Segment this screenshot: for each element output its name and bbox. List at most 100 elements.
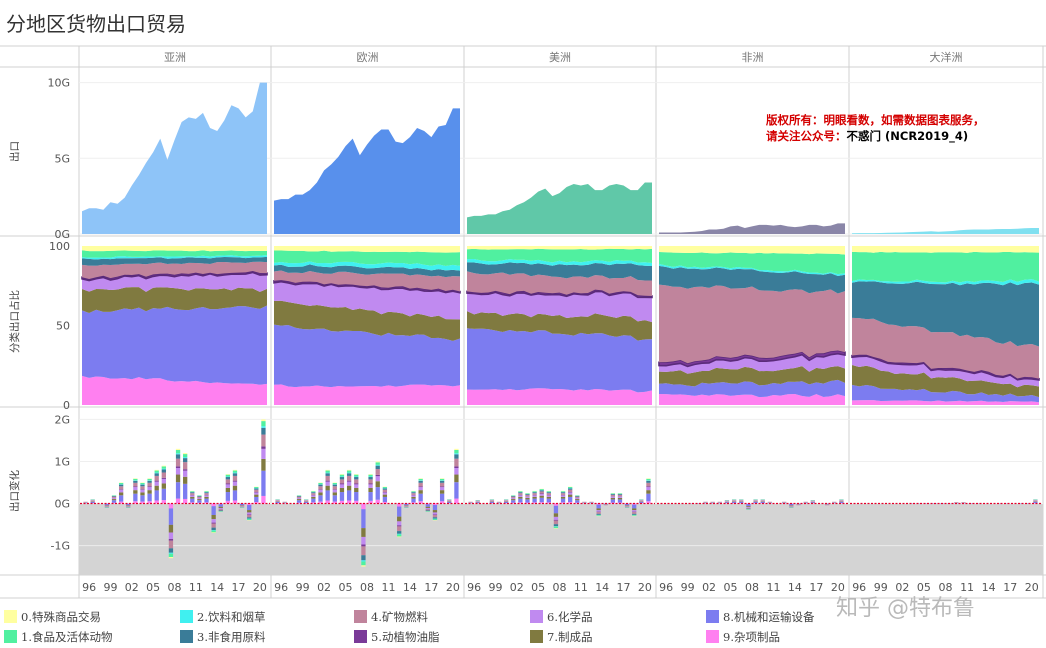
- change-bar-europe-2003-cat6: [325, 481, 330, 486]
- change-bar-europe-2021-cat2: [454, 453, 459, 455]
- change-bar-asia-2014-cat2: [211, 530, 216, 531]
- change-bar-europe-2013-cat9: [397, 503, 402, 507]
- change-bar-asia-2011-cat7: [190, 496, 195, 499]
- x-tick-europe: 96: [274, 581, 288, 594]
- y-tick-exports: 10G: [47, 77, 70, 90]
- exports-area-oceania: [852, 227, 1039, 234]
- change-bar-europe-2002-cat4: [318, 486, 323, 490]
- change-bar-america-2004-cat3: [525, 494, 530, 495]
- change-bar-africa-2009-cat4: [753, 500, 758, 501]
- x-tick-america: 08: [553, 581, 567, 594]
- change-bar-europe-2019-cat4: [439, 482, 445, 487]
- change-bar-asia-2007-cat0: [161, 465, 166, 467]
- change-bar-asia-2016-cat4: [225, 479, 231, 484]
- legend-swatch: [530, 630, 543, 643]
- change-bar-asia-2001-cat8: [118, 495, 124, 502]
- change-bar-asia-2009-cat8: [175, 482, 181, 499]
- change-bar-europe-2002-cat5: [318, 489, 323, 490]
- change-bar-asia-2019-cat4: [247, 514, 252, 518]
- change-bar-america-2017-cat8: [617, 499, 623, 503]
- change-bar-asia-2005-cat1: [147, 478, 152, 481]
- share-area-oceania-cat8: [852, 384, 1039, 403]
- change-bar-america-1999-cat8: [489, 501, 495, 504]
- legend-swatch: [354, 630, 367, 643]
- change-bar-america-2009-cat6: [560, 495, 566, 497]
- change-bar-europe-2011-cat6: [382, 492, 388, 495]
- change-bar-america-2019-cat6: [632, 510, 637, 512]
- legend-item: 4.矿物燃料: [354, 609, 428, 625]
- chart-title: 分地区货物出口贸易: [6, 12, 186, 36]
- change-bar-america-2001-cat6: [503, 500, 509, 502]
- change-bar-europe-2008-cat3: [361, 555, 366, 561]
- region-header-4: 大洋洲: [930, 50, 963, 64]
- change-bar-asia-2003-cat5: [133, 486, 138, 488]
- change-bar-africa-2006-cat7: [731, 501, 737, 502]
- change-bar-america-2003-cat3: [518, 492, 523, 494]
- change-bar-europe-2013-cat0: [397, 536, 402, 538]
- change-bar-asia-2016-cat9: [225, 500, 231, 504]
- change-bar-asia-2014-cat4: [211, 523, 216, 528]
- exports-area-europe: [274, 108, 460, 234]
- change-bar-europe-2000-cat7: [304, 501, 309, 502]
- change-bar-africa-2019-cat8: [824, 503, 830, 505]
- change-bar-europe-2002-cat3: [318, 484, 323, 487]
- change-bar-asia-2009-cat7: [175, 474, 181, 483]
- change-bar-europe-2005-cat3: [339, 477, 345, 480]
- legend-item: 1.食品及活体动物: [4, 629, 112, 645]
- change-bar-europe-2009-cat6: [368, 484, 373, 488]
- x-tick-africa: 02: [702, 581, 716, 594]
- change-bar-europe-2016-cat0: [418, 478, 423, 479]
- change-bar-asia-2018-cat6: [239, 505, 245, 507]
- change-bar-america-2017-cat7: [617, 497, 623, 500]
- change-bar-europe-2007-cat7: [354, 487, 359, 493]
- x-tick-africa: 05: [724, 581, 738, 594]
- share-area-america-cat2: [467, 259, 652, 267]
- change-bar-asia-2019-cat6: [247, 512, 252, 515]
- change-bar-europe-2003-cat3: [325, 473, 330, 476]
- change-bar-asia-2020-cat9: [254, 501, 259, 504]
- change-bar-asia-2005-cat5: [147, 486, 152, 488]
- x-tick-europe: 11: [381, 581, 395, 594]
- x-tick-america: 96: [467, 581, 481, 594]
- change-bar-europe-1999-cat4: [296, 496, 302, 498]
- copyright-line-2-prefix: 请关注公众号：: [766, 129, 847, 143]
- change-bar-america-2014-cat3: [596, 513, 601, 515]
- x-tick-america: 20: [638, 581, 652, 594]
- change-bar-europe-2019-cat9: [439, 501, 445, 504]
- change-bar-asia-2001-cat3: [118, 484, 124, 487]
- x-tick-america: 02: [510, 581, 524, 594]
- change-bar-asia-2009-cat4: [175, 458, 181, 467]
- change-bar-oceania-2021-cat7: [1033, 501, 1038, 502]
- share-area-oceania-cat9: [852, 400, 1039, 405]
- change-bar-europe-2020-cat6: [447, 500, 452, 502]
- change-bar-america-2007-cat1: [546, 491, 551, 492]
- change-bar-europe-2009-cat2: [368, 476, 373, 478]
- change-bar-asia-2005-cat6: [147, 487, 152, 491]
- change-bar-europe-2001-cat8: [311, 498, 316, 503]
- change-bar-asia-1997-cat6: [90, 500, 95, 502]
- change-bar-america-2011-cat3: [575, 495, 580, 497]
- share-area-asia-cat1: [82, 250, 267, 258]
- change-bar-europe-2010-cat8: [375, 487, 380, 500]
- change-bar-america-2010-cat9: [568, 501, 573, 504]
- change-bar-africa-2010-cat7: [760, 501, 765, 502]
- change-bar-america-2009-cat7: [560, 496, 566, 499]
- change-bar-america-2020-cat7: [639, 501, 644, 502]
- change-bar-asia-2020-cat4: [254, 489, 259, 493]
- change-bar-asia-2008-cat6: [168, 532, 174, 540]
- change-bar-europe-2019-cat0: [439, 478, 445, 479]
- change-bar-europe-2009-cat8: [368, 492, 373, 501]
- x-tick-europe: 99: [296, 581, 310, 594]
- share-area-america-cat4: [467, 271, 652, 297]
- change-bar-europe-2010-cat6: [375, 476, 380, 482]
- change-bar-europe-2018-cat5: [432, 514, 438, 515]
- legend-item: 7.制成品: [530, 629, 592, 645]
- change-bar-america-2003-cat6: [518, 495, 523, 497]
- change-bar-europe-2007-cat2: [354, 476, 359, 478]
- change-bar-asia-2014-cat7: [211, 514, 216, 520]
- share-area-oceania-cat0: [852, 246, 1039, 253]
- change-bar-europe-2006-cat0: [346, 469, 352, 471]
- change-bar-europe-2005-cat1: [339, 474, 345, 477]
- change-bar-europe-2004-cat9: [332, 501, 337, 504]
- change-bar-europe-2003-cat1: [325, 470, 330, 473]
